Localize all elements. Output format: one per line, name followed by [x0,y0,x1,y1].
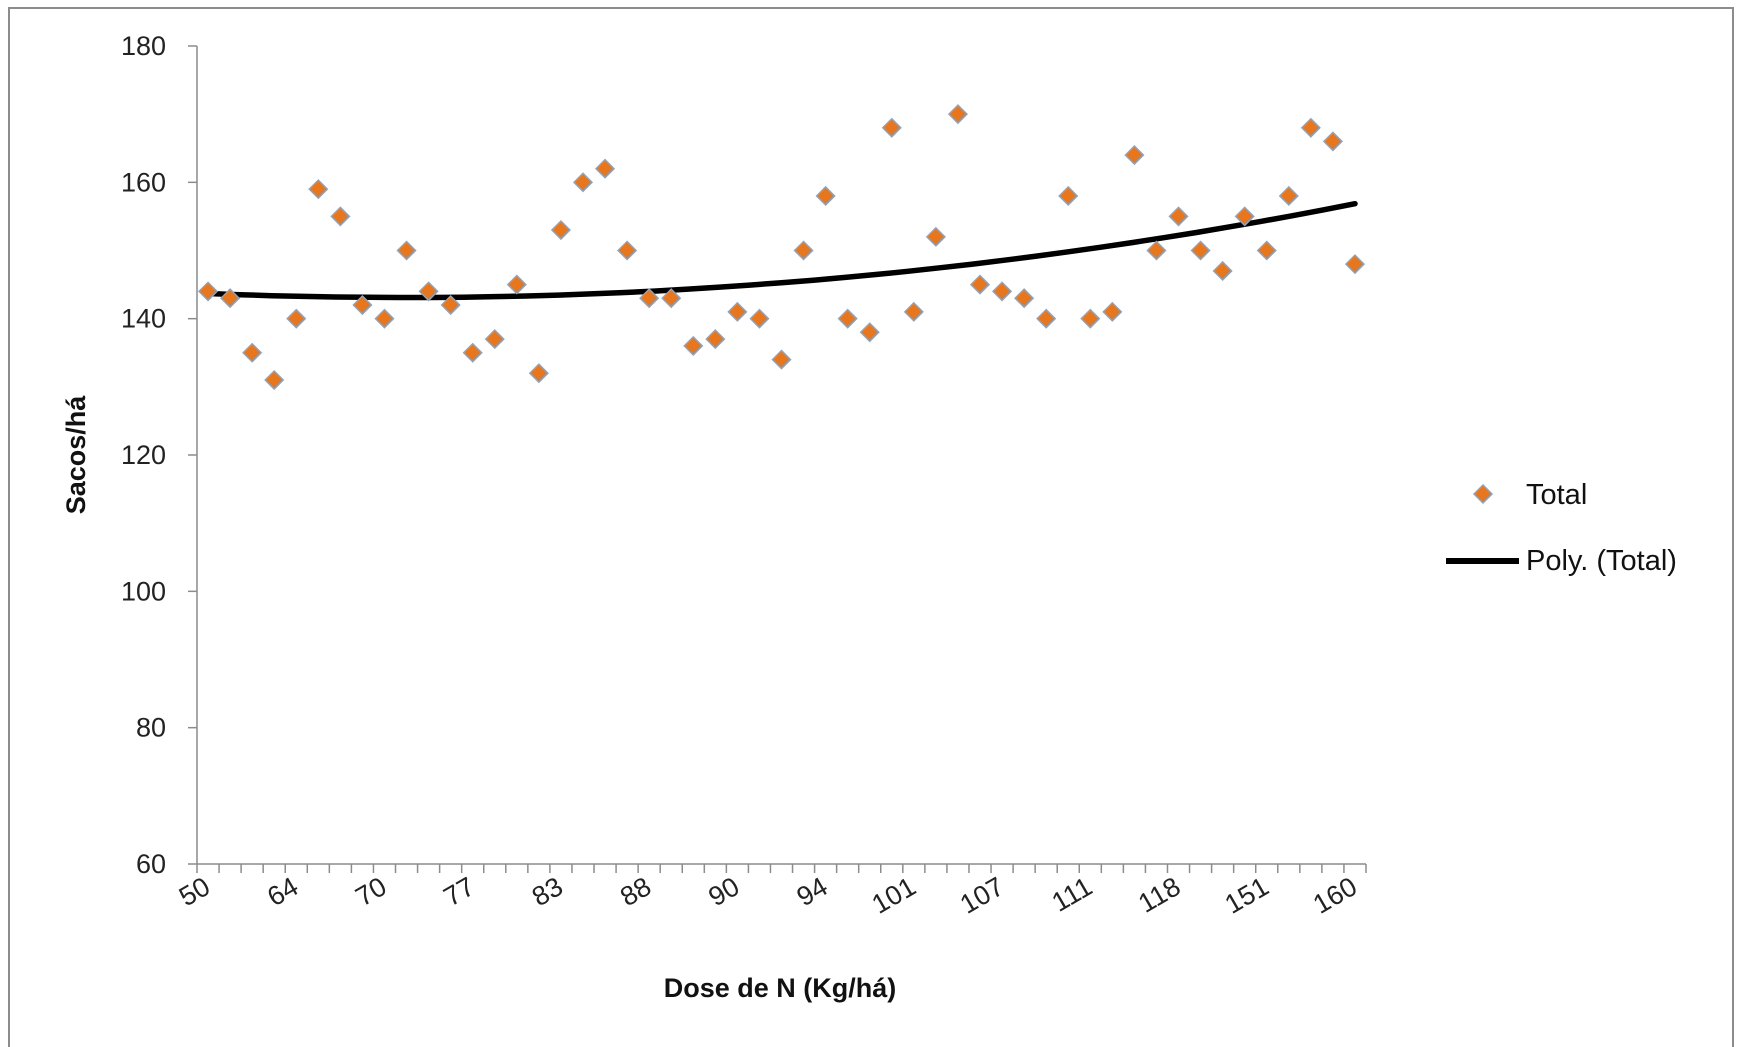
data-point [705,329,726,350]
data-point [661,288,682,309]
data-point [793,240,814,261]
x-tick-label: 94 [792,871,833,912]
data-point [1300,117,1321,138]
data-point [969,274,991,295]
data-point [639,288,660,309]
data-point [1344,254,1366,275]
y-tick-label: 120 [121,440,166,470]
data-point [352,294,373,316]
data-point [1322,131,1343,152]
data-point [286,308,307,329]
legend: Total Poly. (Total) [1446,479,1677,577]
x-tick-label: 151 [1220,871,1274,920]
chart-frame [8,7,1734,1047]
data-point [1146,240,1167,261]
data-point [1058,185,1079,207]
data-point [1102,301,1123,322]
data-point [617,240,638,261]
x-tick-label: 64 [262,871,303,912]
data-point [1234,206,1255,227]
data-point [440,294,461,316]
legend-label-total: Total [1526,479,1587,511]
trendline-poly-total [205,200,1358,301]
data-point [396,240,417,261]
data-point [418,281,439,302]
data-point [992,281,1013,302]
legend-item-poly-total: Poly. (Total) [1446,545,1677,577]
x-axis-title: Dose de N (Kg/há) [664,973,897,1003]
data-point [197,281,219,302]
data-point [1124,145,1145,166]
x-tick-label: 50 [174,871,215,912]
legend-marker-diamond [1472,483,1494,505]
data-point [242,342,263,363]
y-tick-label: 180 [121,31,166,61]
data-point [1080,308,1101,329]
data-point [1278,185,1299,207]
data-point [1256,240,1277,261]
data-point [264,369,285,391]
data-point [859,322,880,343]
y-axis-title: Sacos/há [61,395,91,515]
x-tick-label: 101 [867,871,921,920]
data-point [925,226,946,247]
data-point [528,363,549,384]
legend-item-total: Total [1472,479,1587,511]
legend-label-poly-total: Poly. (Total) [1526,545,1677,577]
y-axis: 60 80 100 120 140 160 180 [121,31,198,879]
y-tick-label: 160 [121,167,166,197]
data-point [462,342,483,363]
y-tick-label: 100 [121,576,166,606]
data-point [506,274,527,295]
data-point [683,335,704,356]
data-point [330,206,351,227]
data-point [484,329,505,350]
data-point [1212,260,1233,282]
x-axis: 50 64 70 77 83 88 90 94 101 107 111 118 151 160 [174,863,1367,920]
x-tick-label: 90 [703,871,744,912]
y-tick-label: 140 [121,304,166,334]
data-point [308,179,329,200]
data-point [727,301,748,322]
data-point [947,104,969,125]
data-point [594,158,616,179]
data-point [815,185,836,207]
data-point [881,117,902,138]
x-tick-label: 77 [439,871,480,912]
data-point [550,219,571,241]
data-point [749,308,770,329]
data-point [837,308,858,329]
data-point [1190,240,1211,261]
data-point [1036,308,1057,329]
data-point [1168,206,1189,227]
data-point [220,288,241,309]
y-tick-label: 80 [136,713,166,743]
data-point [1014,288,1035,309]
data-point [771,349,792,370]
x-tick-label: 83 [527,871,568,912]
data-point [572,172,594,193]
x-tick-label: 107 [955,871,1009,920]
x-tick-label: 111 [1047,871,1098,918]
x-tick-label: 118 [1133,871,1185,919]
x-tick-label: 88 [615,871,656,912]
data-point [903,301,924,322]
trendline-layer [205,200,1358,301]
y-tick-label: 60 [136,849,166,879]
data-point [374,308,395,329]
x-tick-label: 160 [1308,871,1362,920]
x-tick-label: 70 [350,871,391,912]
data-points-layer [197,104,1366,391]
